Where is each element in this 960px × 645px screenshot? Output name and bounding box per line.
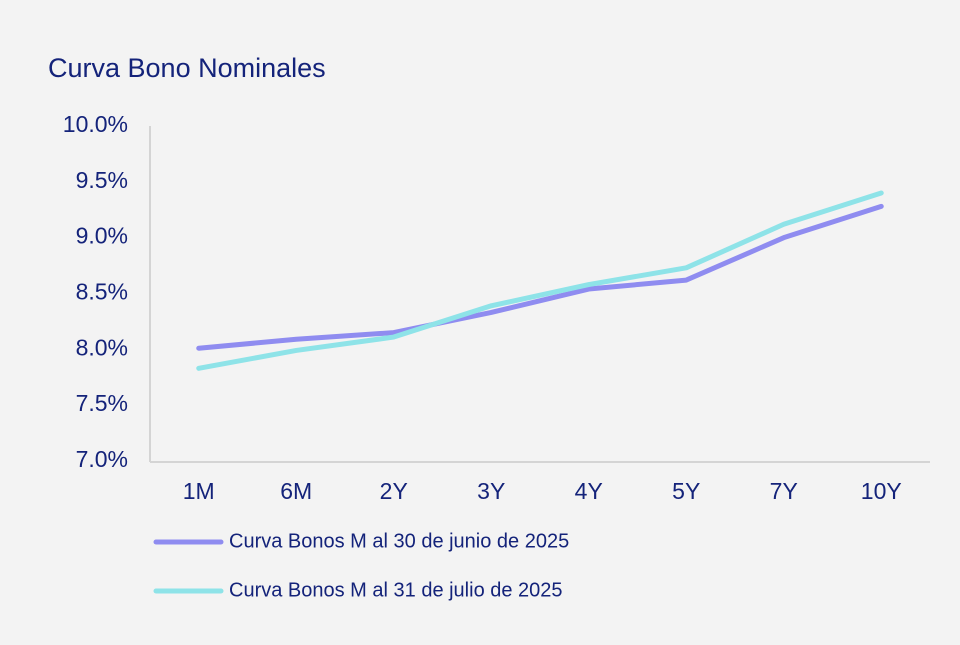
y-tick-label: 8.0% <box>76 334 128 360</box>
x-tick-label: 3Y <box>477 478 505 504</box>
x-tick-label: 5Y <box>672 478 700 504</box>
x-tick-label: 7Y <box>770 478 798 504</box>
y-tick-label: 8.5% <box>76 279 128 305</box>
chart-title: Curva Bono Nominales <box>48 53 326 83</box>
y-tick-label: 9.5% <box>76 167 128 193</box>
legend-label: Curva Bonos M al 30 de junio de 2025 <box>229 530 569 552</box>
y-tick-label: 7.0% <box>76 446 128 472</box>
x-tick-label: 1M <box>183 478 215 504</box>
series-line <box>196 190 884 371</box>
y-tick-label: 7.5% <box>76 390 128 416</box>
y-tick-label: 10.0% <box>63 111 128 137</box>
x-tick-label: 6M <box>280 478 312 504</box>
x-tick-label: 4Y <box>575 478 603 504</box>
y-tick-label: 9.0% <box>76 223 128 249</box>
legend-label: Curva Bonos M al 31 de julio de 2025 <box>229 579 563 601</box>
series-line <box>196 203 884 351</box>
x-tick-label: 10Y <box>861 478 902 504</box>
x-tick-label: 2Y <box>380 478 408 504</box>
